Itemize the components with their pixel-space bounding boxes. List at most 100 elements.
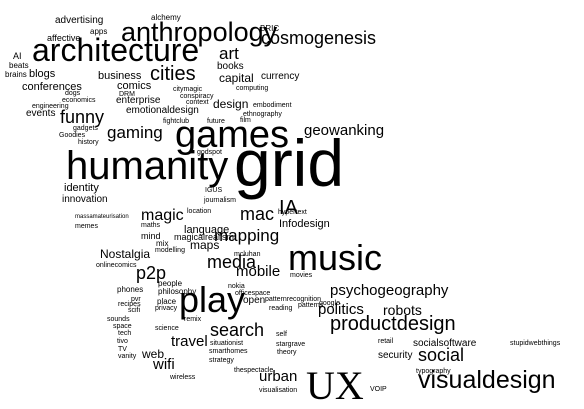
tag-alchemy[interactable]: alchemy: [151, 13, 181, 22]
tag-strategy[interactable]: strategy: [209, 357, 234, 364]
tag-reading[interactable]: reading: [269, 305, 293, 312]
tag-security[interactable]: security: [378, 350, 413, 361]
tag-smarthomes[interactable]: smarthomes: [209, 348, 248, 355]
tag-philosophy[interactable]: philosophy: [158, 287, 197, 296]
tag-thespectacle[interactable]: thespectacle: [234, 367, 274, 374]
tag-pvr[interactable]: pvr: [131, 296, 141, 303]
tag-voip[interactable]: VOIP: [370, 386, 387, 393]
tag-magic[interactable]: magic: [141, 207, 184, 224]
tag-ia[interactable]: IA: [279, 197, 298, 219]
tag-journalism[interactable]: journalism: [204, 197, 236, 204]
tag-blogs[interactable]: blogs: [29, 68, 56, 80]
tag-officespace[interactable]: officespace: [235, 290, 271, 297]
tag-situationist[interactable]: situationist: [210, 340, 244, 347]
tag-brains[interactable]: brains: [5, 70, 27, 79]
tag-cosmogenesis[interactable]: cosmogenesis: [261, 28, 377, 48]
tag-tivo[interactable]: tivo: [117, 338, 128, 345]
tag-scifi[interactable]: scifi: [128, 307, 141, 314]
tag-productdesign[interactable]: productdesign: [330, 313, 456, 335]
tag-patternrecognition[interactable]: patternrecognition: [265, 296, 322, 303]
tag-social[interactable]: social: [418, 345, 465, 365]
tag-recipes[interactable]: recipes: [118, 301, 141, 308]
tag-igus[interactable]: IGUS: [205, 187, 223, 194]
tag-memes[interactable]: memes: [75, 223, 98, 230]
tag-movies[interactable]: movies: [290, 272, 313, 279]
tag-web[interactable]: web: [142, 347, 165, 361]
tag-nokia[interactable]: nokia: [228, 283, 245, 290]
tag-geowanking[interactable]: geowanking: [304, 122, 385, 139]
tag-modelling[interactable]: modelling: [155, 247, 185, 254]
tag-onlinecomics[interactable]: onlinecomics: [96, 262, 137, 269]
tag-funny[interactable]: funny: [60, 107, 105, 127]
tag-ethnography[interactable]: ethnography: [243, 111, 282, 118]
tag-wireless[interactable]: wireless: [170, 374, 196, 381]
tag-mobile[interactable]: mobile: [236, 263, 281, 280]
tag-self[interactable]: self: [276, 331, 287, 338]
tag-massamateurisation[interactable]: massamateurisation: [75, 214, 129, 220]
tag-tv[interactable]: TV: [118, 346, 127, 353]
tag-stupidwebthings[interactable]: stupidwebthings: [510, 340, 561, 347]
tag-typography[interactable]: typography: [416, 368, 451, 375]
tag-beats[interactable]: beats: [9, 61, 29, 70]
tag-robots[interactable]: robots: [383, 302, 422, 318]
tag-citymagic[interactable]: citymagic: [173, 86, 203, 93]
tag-sounds[interactable]: sounds: [107, 316, 130, 323]
tag-emotionaldesign[interactable]: emotionaldesign: [126, 105, 199, 116]
tag-socialsoftware[interactable]: socialsoftware: [413, 338, 477, 349]
tag-vanity[interactable]: vanity: [118, 353, 137, 360]
tag-p2p[interactable]: p2p: [136, 263, 167, 283]
tag-psychogeography[interactable]: psychogeography: [330, 282, 449, 299]
tag-mapping[interactable]: mapping: [214, 226, 280, 245]
tag-media[interactable]: media: [207, 252, 257, 272]
tag-advertising[interactable]: advertising: [55, 15, 104, 26]
tag-currency[interactable]: currency: [261, 71, 300, 82]
tag-enterprise[interactable]: enterprise: [116, 95, 161, 106]
tag-people[interactable]: people: [158, 279, 183, 288]
tag-future[interactable]: future: [207, 118, 225, 125]
tag-dogs[interactable]: dogs: [65, 90, 81, 97]
tag-economics[interactable]: economics: [62, 97, 96, 104]
tag-maths[interactable]: maths: [141, 222, 161, 229]
tag-ux[interactable]: UX: [306, 363, 364, 408]
tag-phones[interactable]: phones: [117, 285, 144, 294]
tag-books[interactable]: books: [217, 61, 244, 72]
tag-history[interactable]: history: [78, 139, 99, 146]
tag-capital[interactable]: capital: [219, 71, 254, 85]
tag-privacy[interactable]: privacy: [155, 305, 178, 312]
tag-conspiracy[interactable]: conspiracy: [180, 93, 214, 100]
tag-fightclub[interactable]: fightclub: [163, 118, 190, 125]
tag-theory[interactable]: theory: [277, 349, 297, 356]
tag-innovation[interactable]: innovation: [62, 194, 108, 205]
tag-visualisation[interactable]: visualisation: [259, 387, 298, 394]
tag-space[interactable]: space: [113, 323, 132, 330]
tag-nostalgia[interactable]: Nostalgia: [100, 247, 151, 261]
tag-retail[interactable]: retail: [378, 338, 394, 345]
tag-business[interactable]: business: [98, 70, 142, 82]
tag-science[interactable]: science: [155, 325, 179, 332]
tag-play[interactable]: play: [179, 279, 246, 320]
tag-humanity[interactable]: humanity: [66, 144, 229, 188]
tag-identity[interactable]: identity: [64, 182, 99, 194]
tag-infodesign[interactable]: Infodesign: [279, 218, 330, 230]
tag-architecture[interactable]: architecture: [32, 32, 200, 68]
tag-politics[interactable]: politics: [318, 301, 364, 318]
tag-comics[interactable]: comics: [117, 80, 152, 92]
tag-remix[interactable]: remix: [184, 316, 202, 323]
tag-mind[interactable]: mind: [141, 231, 161, 241]
tag-search[interactable]: search: [210, 320, 265, 340]
tag-design[interactable]: design: [213, 97, 249, 111]
tag-apps[interactable]: apps: [90, 27, 108, 36]
tag-engineering[interactable]: engineering: [32, 103, 69, 110]
tag-tech[interactable]: tech: [118, 330, 132, 337]
tag-place[interactable]: place: [157, 297, 177, 306]
tag-conferences[interactable]: conferences: [22, 81, 82, 93]
tag-affective[interactable]: affective: [47, 33, 81, 43]
tag-godspot[interactable]: godspot: [197, 149, 222, 156]
tag-film[interactable]: film: [240, 117, 251, 124]
tag-hypertext[interactable]: hypertext: [278, 209, 307, 216]
tag-bric[interactable]: BRIC: [260, 24, 280, 33]
tag-visualdesign[interactable]: visualdesign: [418, 366, 556, 394]
tag-patterns[interactable]: patterns: [298, 302, 324, 309]
tag-location[interactable]: location: [187, 208, 212, 215]
tag-events[interactable]: events: [26, 108, 56, 119]
